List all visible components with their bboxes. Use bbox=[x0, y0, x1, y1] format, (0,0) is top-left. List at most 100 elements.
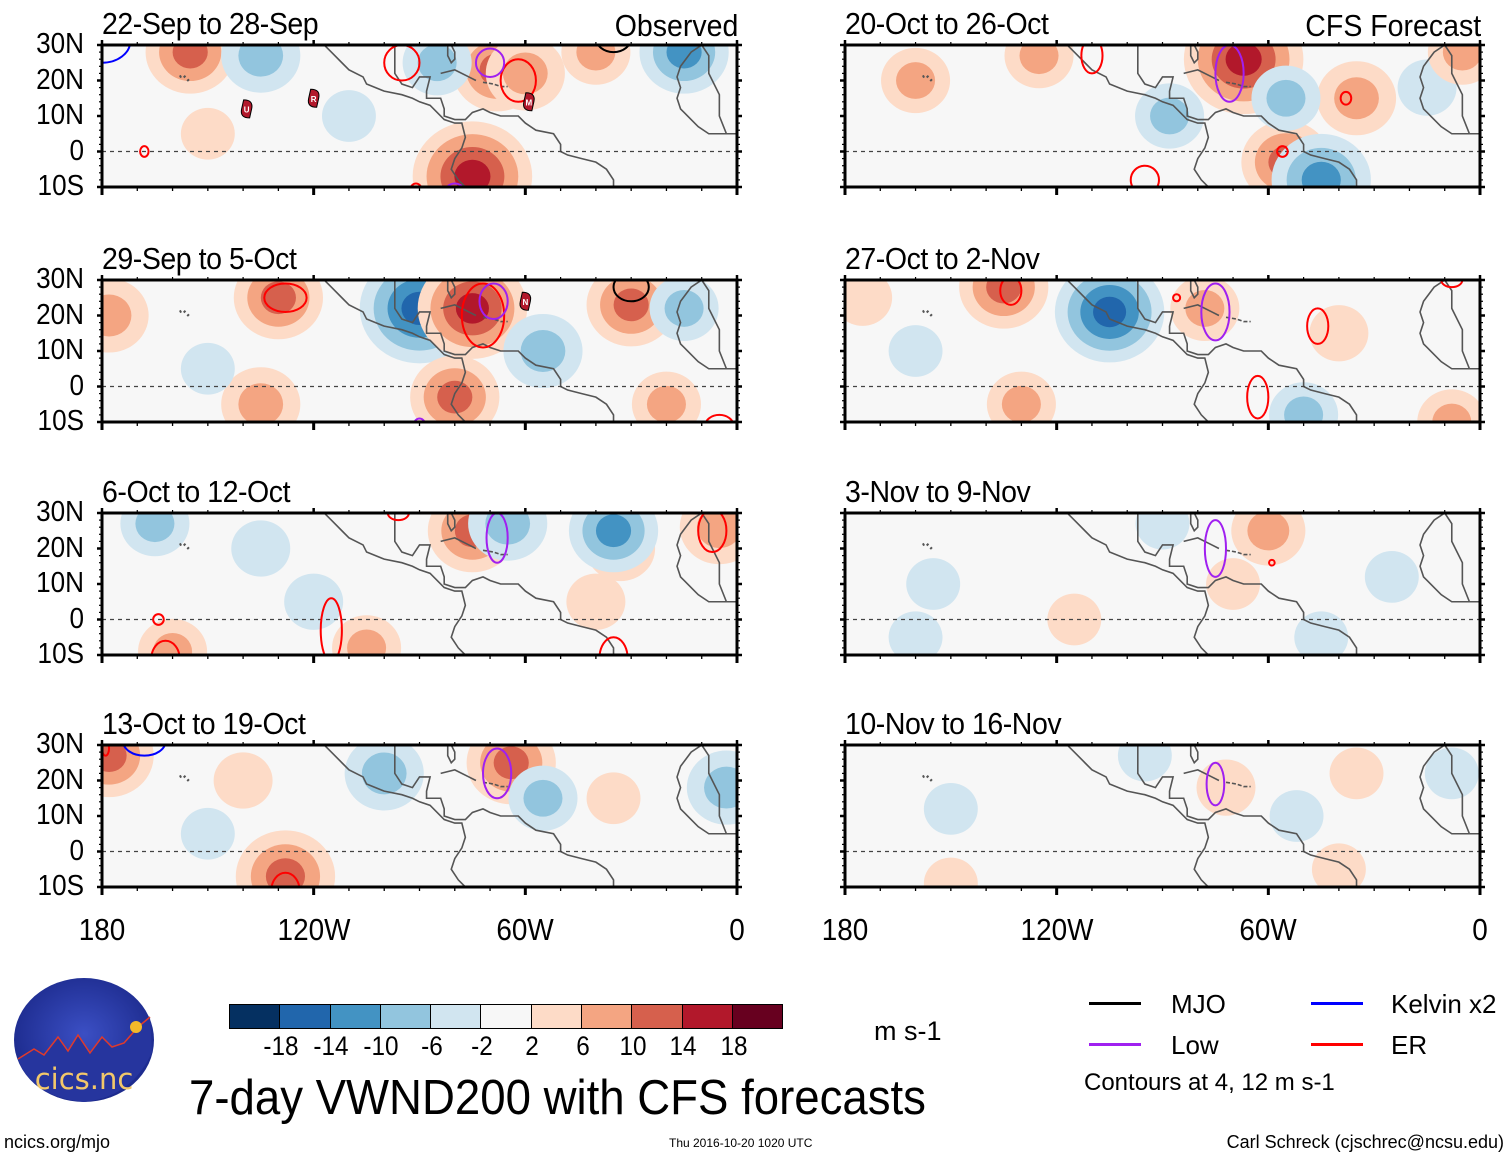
coastline bbox=[323, 745, 467, 887]
anomaly-level bbox=[1432, 403, 1472, 422]
anomaly-level bbox=[443, 281, 502, 336]
anomaly-level bbox=[1309, 305, 1369, 362]
anomaly-level bbox=[135, 513, 175, 543]
anomaly-level bbox=[284, 573, 344, 630]
anomaly-negative bbox=[180, 807, 235, 860]
anomaly-negative bbox=[1397, 59, 1457, 116]
y-tick-label: 20N bbox=[36, 531, 84, 564]
y-tick-label: 0 bbox=[69, 602, 84, 635]
contour-er bbox=[1080, 45, 1104, 75]
forecast-label: CFS Forecast bbox=[1305, 8, 1481, 43]
anomaly-level bbox=[373, 280, 466, 351]
anomaly-level bbox=[923, 783, 978, 835]
anomaly-positive bbox=[986, 371, 1056, 422]
anomaly-level bbox=[888, 325, 943, 377]
footer-url[interactable]: ncics.org/mjo bbox=[4, 1132, 111, 1152]
anomaly-level bbox=[1364, 551, 1419, 603]
coastline bbox=[394, 745, 615, 887]
anomaly-level bbox=[600, 280, 663, 334]
contour-er bbox=[1276, 145, 1289, 158]
anomaly-negative bbox=[231, 520, 291, 577]
colorbar-label: 10 bbox=[619, 1031, 647, 1061]
anomaly-positive bbox=[410, 355, 500, 422]
contour-er bbox=[152, 613, 165, 626]
antilles bbox=[1225, 81, 1251, 88]
anomaly-negative bbox=[503, 313, 583, 389]
anomaly-level bbox=[1294, 611, 1349, 655]
logo-text: cics.nc bbox=[35, 1062, 134, 1096]
anomaly-level bbox=[1269, 382, 1339, 422]
anomaly-level bbox=[1197, 45, 1290, 102]
x-tick-label: 120W bbox=[1020, 912, 1094, 947]
legend-label-low: Low bbox=[1171, 1030, 1219, 1060]
antilles bbox=[1225, 316, 1251, 323]
contour-er bbox=[1246, 374, 1270, 420]
cuba bbox=[440, 537, 477, 550]
anomaly-level bbox=[1231, 513, 1306, 566]
contour-er bbox=[1172, 293, 1182, 303]
y-tick-label: 10S bbox=[37, 170, 84, 202]
anomaly-level bbox=[1284, 396, 1324, 422]
anomaly-level bbox=[440, 146, 505, 187]
anomaly-positive bbox=[485, 45, 565, 111]
coastline bbox=[701, 45, 728, 135]
coastline bbox=[1137, 45, 1358, 187]
cuba bbox=[440, 769, 477, 782]
anomaly-level bbox=[260, 281, 296, 315]
anomaly-level bbox=[649, 280, 719, 341]
anomaly-level bbox=[427, 513, 518, 573]
y-tick-label: 10N bbox=[36, 334, 84, 366]
anomaly-level bbox=[613, 288, 649, 322]
anomaly-level bbox=[417, 45, 457, 82]
anomaly-level bbox=[1417, 389, 1480, 422]
anomaly-level bbox=[1183, 45, 1304, 115]
storm-label: R bbox=[311, 95, 317, 104]
anomaly-level bbox=[153, 633, 193, 655]
colorbar-swatch bbox=[732, 1005, 783, 1028]
anomaly-level bbox=[466, 45, 529, 99]
anomaly-level bbox=[180, 807, 235, 860]
y-tick-label: 30N bbox=[36, 263, 84, 295]
legend-label-mjo: MJO bbox=[1171, 989, 1226, 1019]
antilles bbox=[482, 781, 508, 788]
panel-frame bbox=[100, 743, 739, 889]
legend-swatch-mjo bbox=[1089, 1002, 1141, 1005]
anomaly-negative bbox=[402, 45, 472, 96]
panel-title-10-nov-to-16-nov: 10-Nov to 16-Nov bbox=[845, 706, 1062, 741]
anomaly-level bbox=[1266, 79, 1306, 117]
anomaly-level bbox=[180, 342, 235, 395]
anomaly-negative bbox=[180, 342, 235, 395]
colorbar-swatch bbox=[582, 1005, 633, 1028]
x-tick-label: 0 bbox=[1472, 912, 1488, 947]
colorbar-label: -14 bbox=[313, 1031, 349, 1061]
panel-frame bbox=[843, 43, 1482, 189]
hawaii-islands bbox=[179, 541, 192, 552]
x-tick-label: 0 bbox=[729, 912, 745, 947]
colorbar-label: 18 bbox=[719, 1031, 748, 1061]
hawaii-islands bbox=[922, 308, 935, 319]
anomaly-level bbox=[1271, 133, 1371, 187]
coastline bbox=[323, 45, 467, 187]
anomaly-positive bbox=[1231, 513, 1306, 566]
anomaly-level bbox=[321, 90, 376, 142]
panel-title-3-nov-to-9-nov: 3-Nov to 9-Nov bbox=[845, 474, 1031, 509]
panel-background bbox=[102, 45, 737, 187]
anomaly-level bbox=[1424, 747, 1479, 800]
coastline bbox=[1066, 45, 1210, 187]
coastline bbox=[394, 513, 615, 655]
anomaly-level bbox=[1241, 120, 1331, 187]
x-tick-label: 120W bbox=[277, 912, 351, 947]
anomaly-level bbox=[265, 858, 306, 887]
anomaly-level bbox=[347, 629, 387, 655]
anomaly-level bbox=[344, 745, 424, 811]
colorbar-swatch bbox=[481, 1005, 532, 1028]
anomaly-negative bbox=[1054, 280, 1165, 363]
panel-title-29-sep-to-5-oct: 29-Sep to 5-Oct bbox=[102, 241, 297, 276]
anomaly-level bbox=[1316, 61, 1397, 136]
anomaly-level bbox=[1329, 747, 1384, 800]
anomaly-level bbox=[480, 745, 543, 792]
contour-er bbox=[1339, 90, 1353, 106]
